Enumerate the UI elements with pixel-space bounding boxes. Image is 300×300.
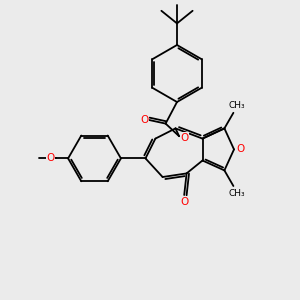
Text: O: O [180,133,188,143]
Text: CH₃: CH₃ [228,101,245,110]
Text: O: O [180,196,188,207]
Text: CH₃: CH₃ [228,189,245,198]
Text: O: O [46,153,55,164]
Text: O: O [236,144,245,154]
Text: O: O [140,115,149,125]
